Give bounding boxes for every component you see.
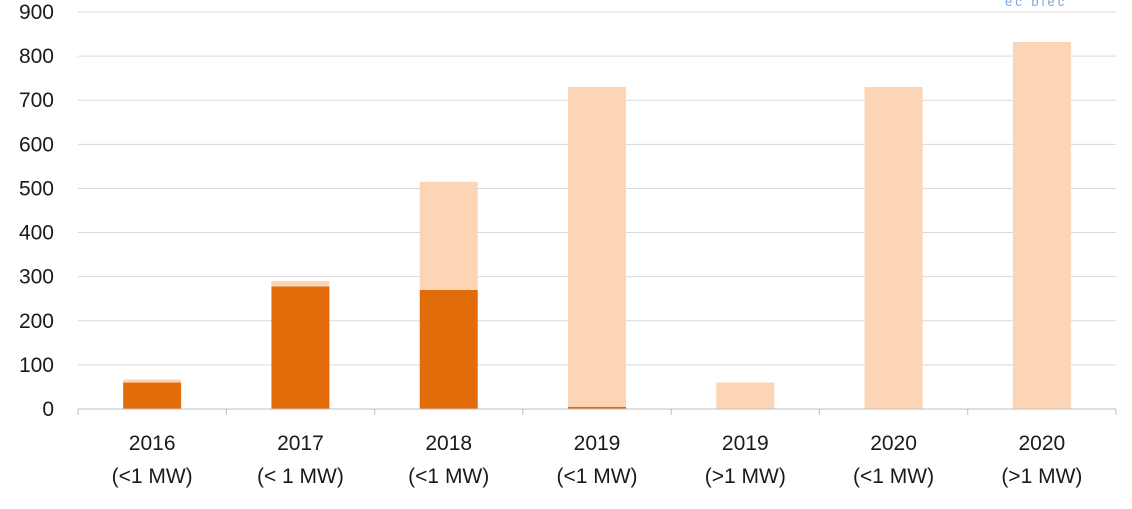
x-axis bbox=[77, 408, 1117, 415]
x-category-label: 2019 (<1 MW) bbox=[556, 432, 637, 488]
y-tick-label: 300 bbox=[19, 266, 54, 289]
x-category-label-line: (>1 MW) bbox=[705, 465, 786, 488]
y-tick-label: 100 bbox=[19, 354, 54, 377]
x-category-label-line: (< 1 MW) bbox=[257, 465, 344, 488]
bar-segment bbox=[864, 86, 923, 409]
y-axis-tick-labels: 0 100 200 300 400 500 600 700 800 900 bbox=[19, 1, 54, 421]
x-category-label-line: 2016 bbox=[129, 432, 176, 455]
x-category-label-line: 2019 bbox=[722, 432, 769, 455]
x-category-label: 2016 (<1 MW) bbox=[112, 432, 193, 488]
y-tick-label: 500 bbox=[19, 177, 54, 200]
x-category-label: 2019 (>1 MW) bbox=[705, 432, 786, 488]
x-category-label-line: (>1 MW) bbox=[1001, 465, 1082, 488]
bar-segment bbox=[123, 379, 182, 383]
x-category-label-line: (<1 MW) bbox=[853, 465, 934, 488]
y-tick-label: 600 bbox=[19, 133, 54, 156]
x-category-label-line: 2019 bbox=[574, 432, 621, 455]
y-tick-label: 800 bbox=[19, 45, 54, 68]
x-category-label: 2018 (<1 MW) bbox=[408, 432, 489, 488]
bar-segment bbox=[1012, 41, 1071, 410]
watermark-text: ec blec bbox=[1005, 0, 1067, 9]
x-axis-category-labels: 2016 (<1 MW) 2017 (< 1 MW) 2018 (<1 MW) 2019 (<… bbox=[112, 432, 1083, 488]
bar-segment bbox=[419, 181, 478, 290]
x-category-label-line: 2020 bbox=[1018, 432, 1065, 455]
bar-segment bbox=[271, 281, 330, 287]
x-category-label: 2020 (<1 MW) bbox=[853, 432, 934, 488]
bar-segment bbox=[123, 382, 182, 409]
x-category-label-line: (<1 MW) bbox=[556, 465, 637, 488]
bar-segment bbox=[716, 382, 775, 409]
x-category-label-line: 2020 bbox=[870, 432, 917, 455]
bars bbox=[123, 41, 1071, 410]
x-category-label: 2020 (>1 MW) bbox=[1001, 432, 1082, 488]
bar-segment bbox=[419, 289, 478, 409]
y-tick-label: 200 bbox=[19, 310, 54, 333]
y-tick-label: 0 bbox=[42, 398, 54, 421]
bar-segment bbox=[271, 286, 330, 409]
y-tick-label: 900 bbox=[19, 1, 54, 24]
x-category-label: 2017 (< 1 MW) bbox=[257, 432, 344, 488]
x-category-label-line: (<1 MW) bbox=[112, 465, 193, 488]
y-tick-label: 400 bbox=[19, 222, 54, 245]
bar-segment bbox=[568, 406, 626, 409]
y-tick-label: 700 bbox=[19, 89, 54, 112]
x-category-label-line: (<1 MW) bbox=[408, 465, 489, 488]
x-category-label-line: 2017 bbox=[277, 432, 324, 455]
bar-segment bbox=[568, 86, 626, 407]
x-category-label-line: 2018 bbox=[425, 432, 472, 455]
